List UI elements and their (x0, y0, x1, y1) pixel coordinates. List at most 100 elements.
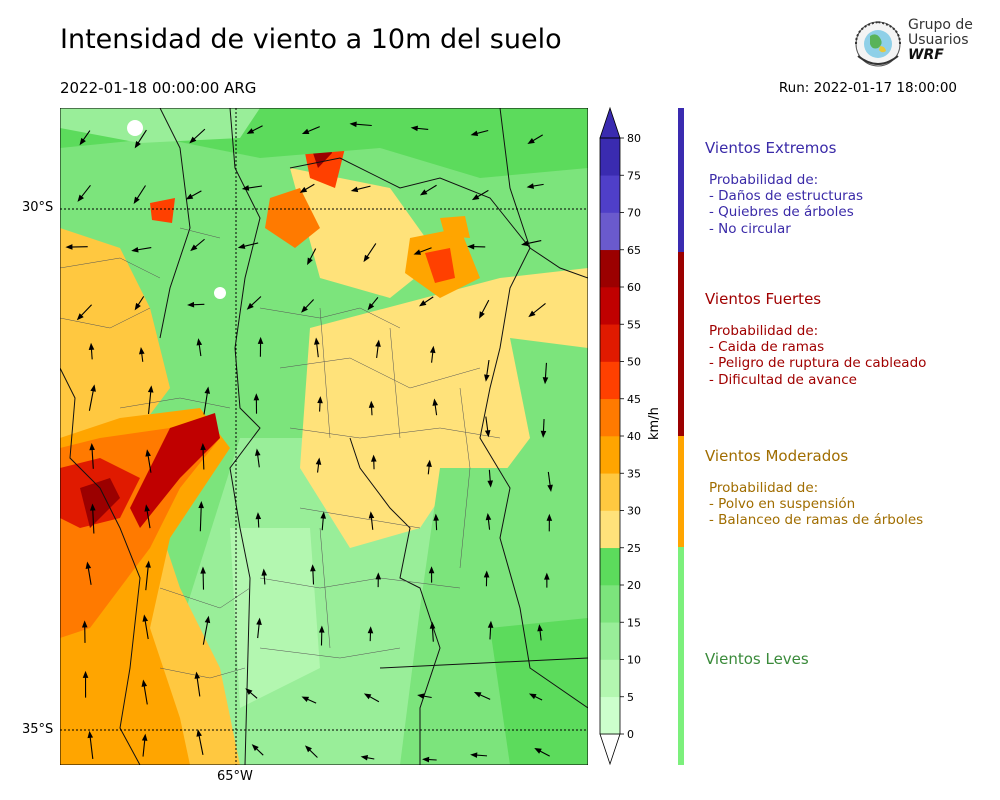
wind-arrow (144, 618, 149, 640)
wind-arrow-head (484, 429, 491, 438)
colorbar-box (600, 696, 620, 735)
yellow-zone (300, 268, 588, 548)
wind-arrow-head (198, 501, 204, 509)
wind-arrow (88, 388, 95, 411)
wrf-users-group-logo (855, 21, 901, 67)
wind-arrow-head (90, 384, 96, 392)
colorbar-tick-label: 20 (627, 579, 641, 592)
colorbar-box (600, 287, 620, 325)
wind-arrow-head (363, 693, 372, 700)
wind-arrow (544, 362, 547, 380)
wind-arrow-head (544, 572, 550, 580)
wind-arrow-head (133, 196, 140, 205)
wind-arrow-head (470, 130, 479, 137)
wind-arrow-head (246, 128, 255, 134)
wind-arrow-head (145, 560, 151, 568)
colorbar-box (600, 249, 620, 288)
colorbar-ticks: 0 5 10 15 20 25 30 35 40 45 50 55 60 65 70 75 80 (620, 132, 641, 741)
desc-line: - Polvo en suspensión (709, 496, 856, 513)
colorbar-box (600, 659, 620, 698)
white-spot-2 (214, 287, 226, 299)
desc-line: - No circular (709, 220, 791, 237)
wind-arrow-head (77, 194, 85, 202)
wind-arrow (480, 299, 490, 316)
wind-arrow (315, 341, 319, 358)
wind-arrow-head (537, 624, 543, 632)
wind-arrow-head (542, 377, 549, 385)
category-bar-light (678, 547, 684, 765)
small-hotspot (150, 198, 175, 223)
colorbar-box (600, 324, 620, 362)
colorbar-tick-label: 5 (627, 691, 634, 704)
wind-arrow-head (428, 566, 435, 574)
wind-arrow-head (189, 136, 197, 144)
wind-arrow-head (419, 189, 428, 196)
wind-arrow-head (317, 396, 323, 404)
wind-arrow-head (350, 186, 359, 193)
wind-arrow-head (367, 302, 375, 311)
wind-arrow-head (251, 744, 259, 752)
desc-line: - Peligro de ruptura de cableado (709, 355, 927, 372)
globe-icon (855, 21, 901, 67)
logo-line1: Grupo de (908, 17, 973, 33)
wind-arrow-head (301, 696, 310, 703)
wind-arrow-head (315, 457, 322, 465)
wind-arrow-head (367, 626, 374, 634)
colorbar-box (600, 398, 620, 437)
desc-line: - Daños de estructuras (709, 188, 864, 205)
desc-line: Probabilidad de: (709, 172, 819, 188)
wind-arrow-head (349, 121, 357, 128)
wind-arrow (525, 240, 542, 245)
wind-vectors (65, 121, 553, 763)
wind-arrow-head (426, 459, 432, 467)
wind-arrow-head (246, 302, 254, 310)
wind-arrow (143, 683, 148, 705)
colorbar-box (600, 175, 620, 213)
wind-arrow-head (257, 336, 264, 344)
wind-arrow-head (194, 671, 201, 679)
colorbar-box (600, 361, 620, 400)
wind-arrow-head (200, 442, 206, 451)
wind-arrow-head (89, 503, 96, 511)
wind-arrow (147, 389, 152, 414)
category-strong-title: Vientos Fuertes (705, 290, 822, 308)
lat-label-30S: 30°S (22, 200, 54, 215)
wind-arrow-head (540, 430, 547, 438)
wind-arrow-head (241, 185, 250, 191)
wind-arrow-head (484, 374, 490, 382)
colorbar-box (600, 585, 620, 623)
wind-arrow-head (410, 125, 418, 132)
wind-arrow-head (422, 756, 430, 763)
wind-arrow (145, 564, 149, 591)
colorbar-box (600, 212, 620, 251)
colorbar: 0 5 10 15 20 25 30 35 40 45 50 55 60 65 70 75 80 (599, 106, 641, 766)
wind-arrow-head (310, 564, 316, 572)
desc-line: - Quiebres de árboles (709, 204, 854, 221)
wind-arrow (431, 626, 434, 642)
wind-arrow-head (76, 313, 84, 321)
wind-arrow-head (304, 745, 312, 753)
wind-arrow (79, 304, 93, 318)
wind-arrow (136, 129, 147, 145)
wind-arrow-head (526, 183, 535, 189)
wind-arrow (202, 620, 209, 645)
wind-arrow-head (521, 240, 529, 247)
colorbar-tick-label: 55 (627, 318, 641, 331)
wind-arrow-head (479, 311, 485, 319)
wind-arrow-head (254, 448, 261, 456)
wind-arrow-head (139, 347, 145, 355)
wind-arrow-head (134, 302, 141, 311)
wind-arrow-head (471, 194, 480, 201)
category-extreme-title: Vientos Extremos (705, 139, 837, 157)
logo-line2: Usuarios (908, 32, 969, 48)
wind-arrow-head (187, 301, 195, 308)
desc-line: Probabilidad de: (709, 323, 819, 339)
wind-arrow-head (196, 338, 203, 346)
wind-arrow (142, 738, 146, 757)
wind-arrow-head (487, 620, 494, 628)
white-spot (127, 120, 143, 136)
wind-arrow (79, 184, 91, 199)
wind-arrow-head (320, 511, 327, 519)
wind-arrow (242, 242, 259, 248)
wind-arrow-head (547, 484, 553, 492)
